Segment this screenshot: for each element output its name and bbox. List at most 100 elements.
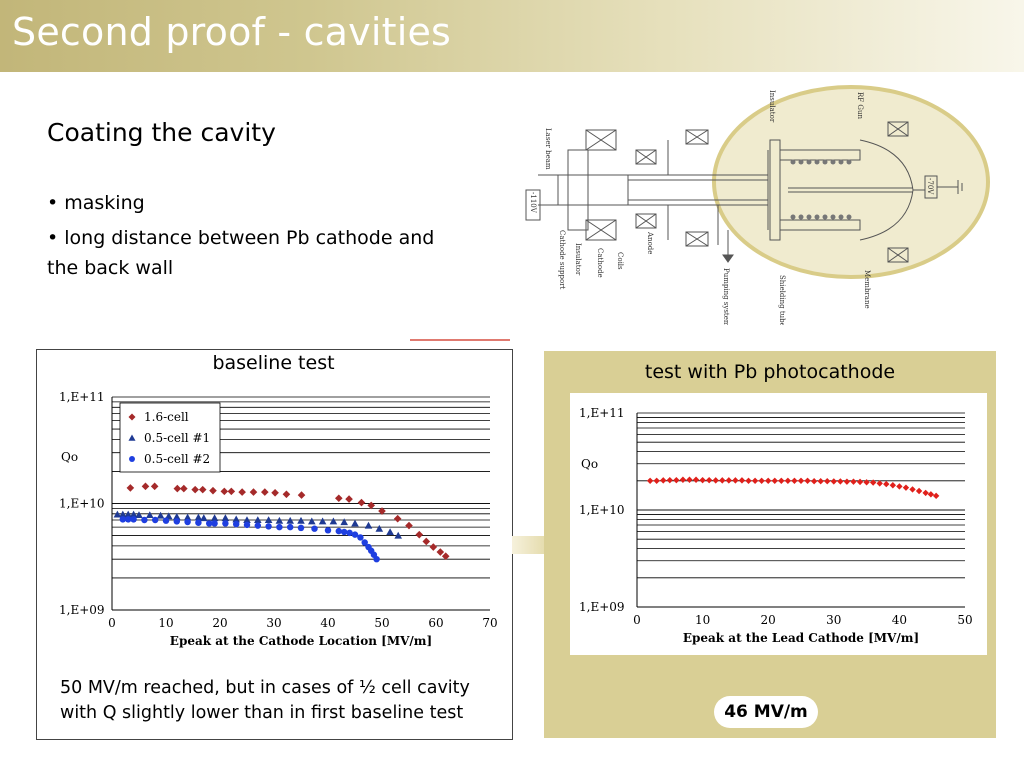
data-point: [195, 519, 202, 526]
data-point: [205, 520, 213, 527]
magnified-region-ellipse: [712, 85, 990, 279]
data-point: [932, 492, 940, 500]
data-point: [227, 487, 236, 496]
data-point: [311, 525, 318, 532]
data-point: [130, 516, 137, 523]
x-tick-label: 30: [826, 613, 841, 627]
x-axis-label: Epeak at the Lead Cathode [MV/m]: [683, 631, 919, 645]
page-title: Second proof - cavities: [12, 10, 452, 54]
data-point: [692, 476, 700, 483]
data-point: [810, 478, 818, 485]
data-point: [732, 477, 739, 484]
y-tick-label: 1,E+10: [59, 497, 105, 511]
diagram-label: Insulator: [574, 243, 582, 276]
data-point: [705, 476, 713, 484]
y-tick-label: 1,E+09: [579, 600, 625, 614]
data-point: [297, 491, 306, 499]
accent-line: [410, 339, 510, 341]
data-point: [357, 498, 366, 507]
bullet-masking: • masking: [47, 192, 145, 214]
data-point: [198, 485, 207, 494]
data-point: [725, 477, 733, 484]
data-point: [441, 552, 450, 561]
x-tick-label: 50: [957, 613, 972, 627]
data-point: [113, 510, 122, 518]
data-point: [243, 521, 251, 529]
data-point: [254, 516, 262, 524]
data-point: [308, 517, 316, 525]
data-point: [220, 487, 229, 496]
data-point: [394, 531, 402, 539]
data-point: [119, 510, 127, 518]
data-point: [211, 520, 218, 527]
data-point: [915, 487, 923, 495]
data-point: [429, 543, 438, 551]
data-point: [129, 456, 135, 462]
data-point: [238, 488, 246, 496]
data-point: [346, 529, 353, 537]
data-point: [351, 531, 359, 538]
data-point: [778, 477, 785, 485]
data-point: [297, 524, 305, 532]
title-bar: Second proof - cavities: [0, 0, 1024, 72]
data-point: [837, 478, 844, 485]
data-point: [745, 477, 752, 485]
diagram-label: Insulator: [768, 90, 776, 123]
series-data: [646, 476, 940, 500]
data-point: [286, 516, 294, 524]
data-point: [830, 478, 837, 485]
data-point: [162, 517, 170, 524]
data-point: [156, 511, 165, 519]
data-point: [927, 491, 935, 498]
x-tick-label: 10: [158, 616, 173, 630]
data-point: [264, 516, 273, 524]
diagram-label: Laser beam: [544, 128, 552, 170]
data-point: [436, 548, 445, 556]
diagram-label: Cathode support: [558, 230, 566, 290]
data-point: [151, 516, 159, 524]
data-point: [909, 486, 916, 493]
data-point: [843, 478, 851, 485]
data-point: [422, 537, 431, 546]
data-point: [863, 479, 870, 486]
data-point: [378, 507, 386, 515]
diagram-label: Cathode: [596, 248, 604, 278]
legend-entry: 0.5-cell #2: [144, 452, 210, 466]
x-tick-label: 60: [428, 616, 443, 630]
data-point: [150, 482, 159, 491]
data-point: [282, 490, 291, 499]
data-point: [173, 513, 181, 520]
x-tick-label: 70: [482, 616, 497, 630]
data-point: [367, 501, 375, 510]
data-point: [243, 516, 251, 524]
diagram-label-group: Laser beam -110V Cathode support Insulat…: [529, 90, 934, 325]
data-point: [357, 534, 364, 541]
x-tick-label: 40: [892, 613, 907, 627]
data-point: [405, 521, 413, 530]
data-point: [345, 495, 353, 503]
data-point: [124, 516, 132, 523]
data-point: [883, 480, 890, 488]
x-tick-label: 10: [695, 613, 710, 627]
data-point: [751, 477, 759, 485]
data-point: [210, 514, 219, 522]
data-point: [128, 413, 136, 421]
y-tick-label: 1,E+11: [59, 390, 105, 404]
data-point: [221, 514, 230, 522]
data-point: [824, 478, 831, 485]
data-point: [686, 476, 693, 483]
legend-entry: 1.6-cell: [144, 410, 189, 424]
data-point: [738, 477, 746, 484]
data-point: [222, 520, 229, 527]
data-point: [361, 539, 368, 546]
data-point: [128, 434, 136, 441]
diagram-label: Pumping system: [722, 268, 730, 325]
data-point: [183, 513, 192, 521]
data-point: [232, 515, 240, 523]
diagram-label: RF Gun: [856, 92, 864, 119]
data-point: [679, 476, 687, 483]
data-point: [135, 511, 143, 519]
data-point: [318, 517, 327, 525]
data-point: [922, 489, 929, 497]
data-point: [335, 494, 343, 503]
